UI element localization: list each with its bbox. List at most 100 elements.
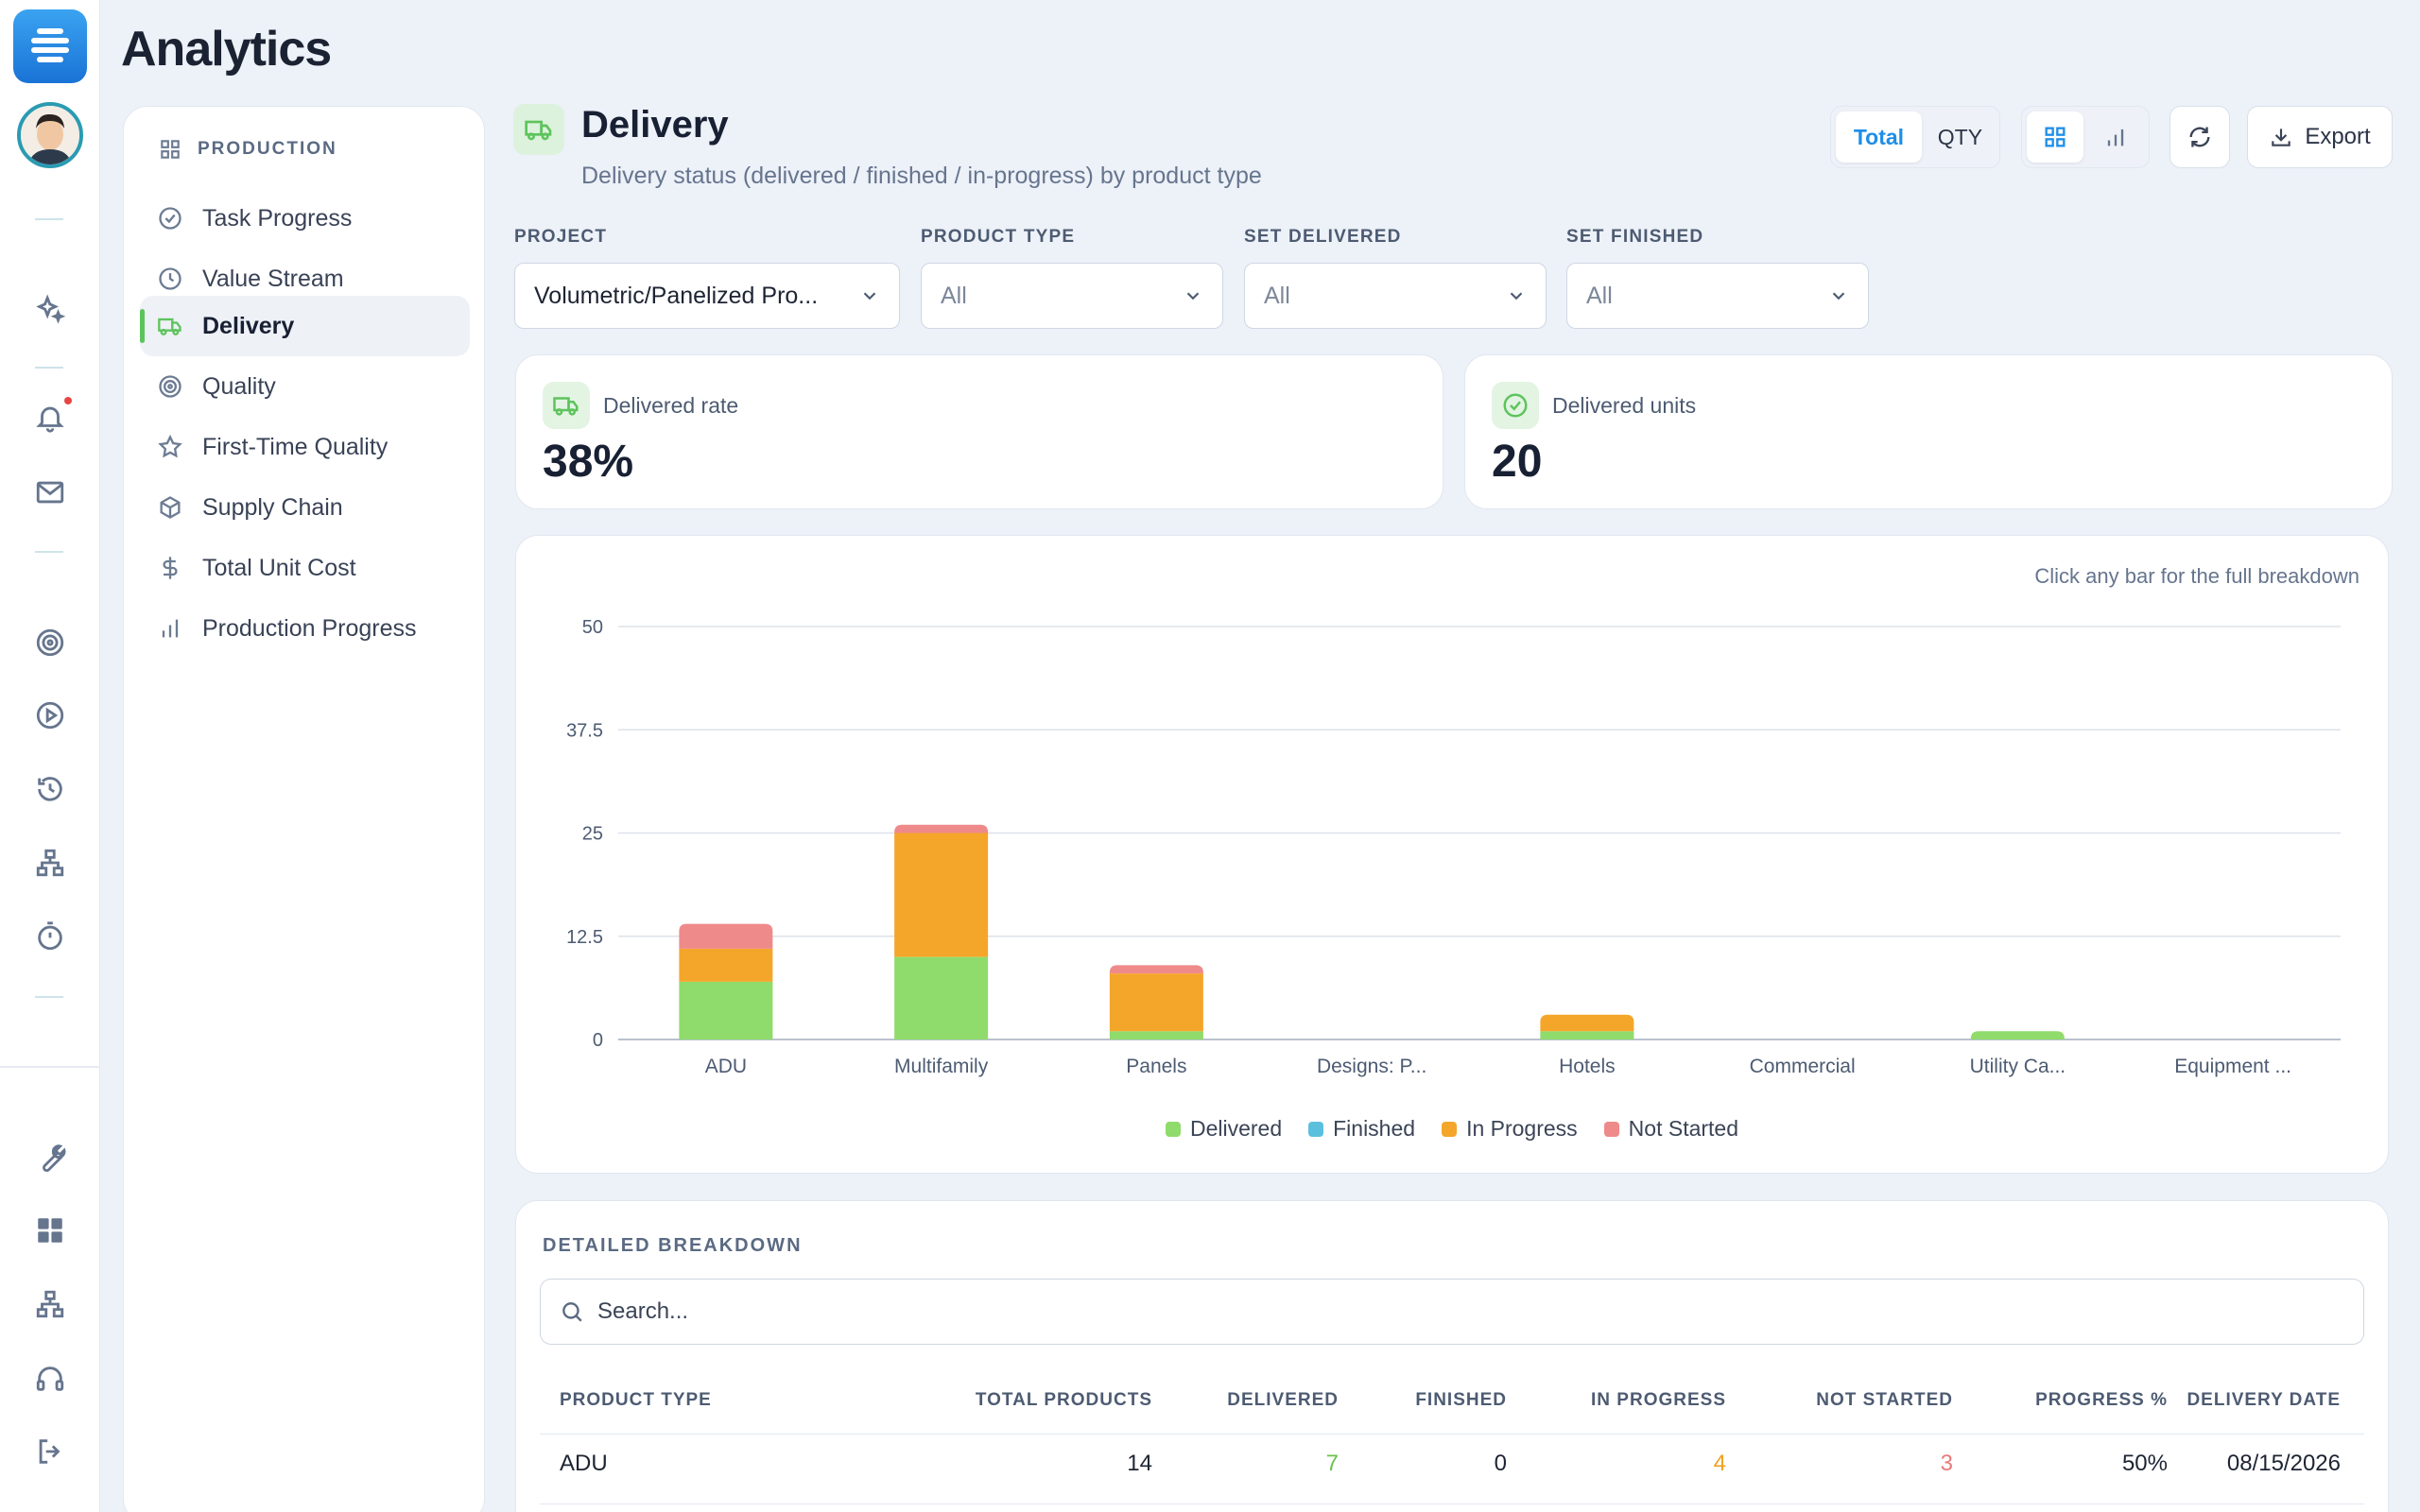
bar-segment-delivered[interactable]	[1970, 1031, 2065, 1040]
play-icon[interactable]	[29, 695, 71, 736]
set-finished-select[interactable]: All	[1566, 263, 1869, 329]
cell-in-progress: 4	[1713, 1451, 1726, 1476]
chart-view-button[interactable]	[2087, 112, 2144, 163]
toggle-qty[interactable]: QTY	[1937, 124, 1983, 149]
cell-delivered: 7	[1325, 1451, 1339, 1476]
analytics-sidebar: PRODUCTION Task Progress Value Stream De…	[123, 106, 485, 1512]
target-icon[interactable]	[29, 622, 71, 663]
legend-swatch	[1165, 1121, 1181, 1137]
legend-item-finished[interactable]: Finished	[1308, 1116, 1415, 1142]
cell-product-type: ADU	[560, 1451, 608, 1476]
set-delivered-select[interactable]: All	[1244, 263, 1547, 329]
sidebar-item-first-time-quality[interactable]: First-Time Quality	[140, 417, 470, 477]
legend-item-not-started[interactable]: Not Started	[1603, 1116, 1739, 1142]
legend-label: Not Started	[1628, 1116, 1739, 1141]
product-type-select[interactable]: All	[921, 263, 1223, 329]
cards-view-button[interactable]	[2027, 112, 2083, 163]
legend-item-in-progress[interactable]: In Progress	[1442, 1116, 1578, 1142]
chevron-down-icon	[1832, 292, 1845, 301]
bell-icon[interactable]	[29, 397, 71, 438]
bar-segment-in-progress[interactable]	[1109, 973, 1203, 1032]
legend-label: In Progress	[1466, 1116, 1578, 1141]
sidebar-item-label: Quality	[202, 372, 276, 400]
y-tick-label: 0	[593, 1030, 603, 1051]
avatar-icon	[21, 106, 79, 164]
chevron-down-icon	[1186, 292, 1200, 301]
table-row-divider	[540, 1503, 2364, 1504]
grid-view-icon	[2045, 127, 2066, 147]
sidebar-item-task-progress[interactable]: Task Progress	[140, 188, 470, 249]
y-tick-label: 37.5	[566, 720, 603, 741]
mail-icon[interactable]	[29, 472, 71, 513]
sidebar-item-supply-chain[interactable]: Supply Chain	[140, 477, 470, 538]
truck-icon	[158, 318, 182, 335]
logo-icon	[31, 28, 69, 62]
bar-segment-delivered[interactable]	[679, 981, 773, 1040]
column-header[interactable]: IN PROGRESS	[1591, 1390, 1726, 1410]
column-header[interactable]: NOT STARTED	[1816, 1390, 1953, 1410]
project-select[interactable]: Volumetric/Panelized Pro...	[514, 263, 900, 329]
kpi-value: 20	[1492, 437, 1543, 487]
bar-segment-delivered[interactable]	[1109, 1031, 1203, 1040]
x-tick-label: Designs: P...	[1317, 1056, 1426, 1077]
column-header[interactable]: DELIVERY DATE	[2187, 1390, 2341, 1410]
column-header[interactable]: DELIVERED	[1227, 1390, 1339, 1410]
bar-chart-icon	[162, 619, 179, 638]
kpi-value: 38%	[543, 437, 634, 487]
toggle-total[interactable]: Total	[1836, 112, 1922, 163]
cell-delivery-date: 08/15/2026	[2226, 1451, 2341, 1476]
grid-icon[interactable]	[29, 1210, 71, 1251]
x-tick-label: Commercial	[1750, 1056, 1856, 1077]
column-header[interactable]: PRODUCT TYPE	[560, 1390, 712, 1410]
column-header[interactable]: PROGRESS %	[2035, 1390, 2168, 1410]
network-icon[interactable]	[29, 842, 71, 884]
bar-segment-in-progress[interactable]	[1540, 1014, 1634, 1032]
x-tick-label: Utility Ca...	[1970, 1056, 2066, 1077]
truck-icon	[525, 120, 552, 141]
legend-swatch	[1308, 1121, 1324, 1137]
section-title: Delivery	[581, 104, 729, 146]
section-subtitle: Delivery status (delivered / finished / …	[581, 163, 1262, 189]
logout-icon[interactable]	[29, 1431, 71, 1472]
timer-icon[interactable]	[29, 916, 71, 957]
column-header[interactable]: FINISHED	[1415, 1390, 1507, 1410]
product-type-select-value: All	[941, 282, 967, 309]
bar-segment-not-started[interactable]	[679, 923, 773, 949]
sparkle-icon[interactable]	[29, 289, 71, 331]
sidebar-item-delivery[interactable]: Delivery	[140, 296, 470, 356]
rail-divider	[0, 1066, 100, 1068]
bar-segment-delivered[interactable]	[894, 956, 989, 1040]
sidebar-item-label: Delivery	[202, 312, 295, 339]
sidebar-section-label: PRODUCTION	[198, 139, 337, 159]
wrench-icon[interactable]	[29, 1137, 71, 1178]
kpi-card-delivered-rate: Delivered rate 38%	[515, 354, 1443, 509]
support-icon[interactable]	[29, 1358, 71, 1400]
sidebar-item-value-stream[interactable]: Value Stream	[140, 249, 470, 309]
table-header-divider	[540, 1434, 2364, 1435]
page-title: Analytics	[121, 22, 332, 77]
y-tick-label: 50	[582, 617, 603, 638]
bar-segment-not-started[interactable]	[894, 824, 989, 833]
bar-segment-not-started[interactable]	[1109, 965, 1203, 974]
refresh-button[interactable]	[2169, 106, 2230, 168]
history-icon[interactable]	[29, 768, 71, 810]
search-input[interactable]: Search...	[540, 1279, 2364, 1345]
sidebar-item-quality[interactable]: Quality	[140, 356, 470, 417]
user-avatar[interactable]	[17, 102, 83, 168]
view-mode-toggle	[2021, 106, 2150, 168]
x-tick-label: ADU	[705, 1056, 747, 1077]
sitemap-icon[interactable]	[29, 1283, 71, 1325]
export-button[interactable]: Export	[2247, 106, 2393, 168]
bar-segment-in-progress[interactable]	[894, 833, 989, 957]
column-header[interactable]: TOTAL PRODUCTS	[975, 1390, 1152, 1410]
bar-segment-in-progress[interactable]	[679, 948, 773, 982]
chevron-down-icon	[863, 292, 876, 301]
sidebar-item-production-progress[interactable]: Production Progress	[140, 598, 470, 659]
bar-segment-delivered[interactable]	[1540, 1031, 1634, 1040]
sidebar-item-total-unit-cost[interactable]: Total Unit Cost	[140, 538, 470, 598]
set-delivered-select-value: All	[1264, 282, 1290, 309]
app-logo[interactable]	[13, 9, 87, 83]
cell-progress: 50%	[2121, 1451, 2168, 1476]
legend-item-delivered[interactable]: Delivered	[1165, 1116, 1282, 1142]
app-rail	[0, 0, 100, 1512]
